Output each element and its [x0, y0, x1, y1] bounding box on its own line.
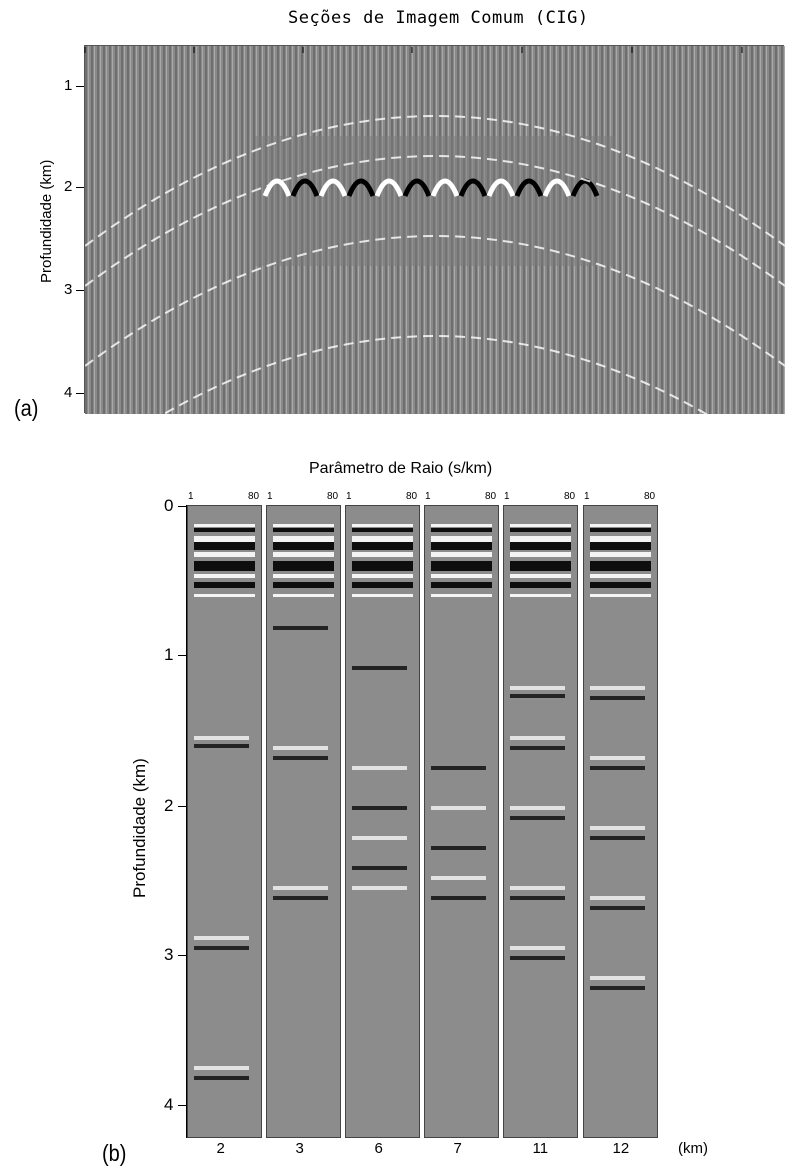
panel-a-ytick-mark — [76, 86, 84, 87]
gather-label: 3 — [295, 1140, 304, 1157]
gather-range-end: 80 — [248, 491, 260, 502]
panel-a-caption: (a) — [14, 396, 39, 422]
panel-b-ytick-2: 2 — [164, 796, 174, 815]
panel-a-ytick-1: 1 — [64, 77, 73, 94]
gather-label: 7 — [453, 1140, 462, 1157]
gather-range-start: 1 — [584, 491, 590, 502]
panel-a-ytick-mark — [76, 393, 84, 394]
gather-range-start: 1 — [267, 491, 273, 502]
panel-b-caption: (b) — [102, 1141, 127, 1167]
panel-b-ytick-3: 3 — [164, 945, 174, 964]
gather-panel — [583, 505, 658, 1138]
panel-a-ylabel: Profundidade (km) — [38, 159, 55, 283]
panel-a-ytick-2: 2 — [64, 178, 73, 195]
panel-a-seismic-image — [84, 45, 786, 467]
panel-b-ytick-mark — [178, 1105, 186, 1106]
panel-b-ytick-1: 1 — [164, 645, 174, 664]
gather-label: 12 — [612, 1140, 630, 1157]
gather-range-end: 80 — [327, 491, 339, 502]
gather-range-end: 80 — [406, 491, 418, 502]
gather-range-end: 80 — [564, 491, 576, 502]
panel-b-xunit: (km) — [678, 1140, 708, 1157]
gather-label: 6 — [374, 1140, 383, 1157]
gather-label: 2 — [216, 1140, 225, 1157]
gather-label: 11 — [532, 1140, 549, 1157]
gather-panel — [266, 505, 341, 1138]
panel-b-ytick-mark — [178, 655, 186, 656]
panel-a-title: Seções de Imagem Comum (CIG) — [288, 8, 589, 28]
panel-a-top-ticks — [84, 40, 784, 53]
gather-range-start: 1 — [504, 491, 510, 502]
panel-b-title: Parâmetro de Raio (s/km) — [309, 460, 493, 477]
gather-range-start: 1 — [346, 491, 352, 502]
gather-range-end: 80 — [644, 491, 656, 502]
panel-b-ytick-mark — [178, 955, 186, 956]
panel-b-ytick-mark — [178, 506, 186, 507]
panel-b-yaxis-line — [186, 505, 187, 1138]
gather-range-start: 1 — [425, 491, 431, 502]
panel-a-ytick-3: 3 — [64, 281, 73, 298]
panel-a-ytick-4: 4 — [64, 384, 73, 401]
panel-b-ytick-0: 0 — [164, 496, 174, 515]
panel-b-ylabel: Profundidade (km) — [130, 758, 149, 898]
panel-a-ytick-mark — [76, 290, 84, 291]
gather-range-end: 80 — [485, 491, 497, 502]
panel-a-ytick-mark — [76, 187, 84, 188]
panel-b-ytick-mark — [178, 806, 186, 807]
gather-range-start: 1 — [188, 491, 194, 502]
panel-b-ytick-4: 4 — [164, 1095, 174, 1114]
gather-panel — [424, 505, 499, 1138]
gather-panel — [345, 505, 420, 1138]
gather-panel — [187, 505, 262, 1138]
gather-panel — [503, 505, 578, 1138]
